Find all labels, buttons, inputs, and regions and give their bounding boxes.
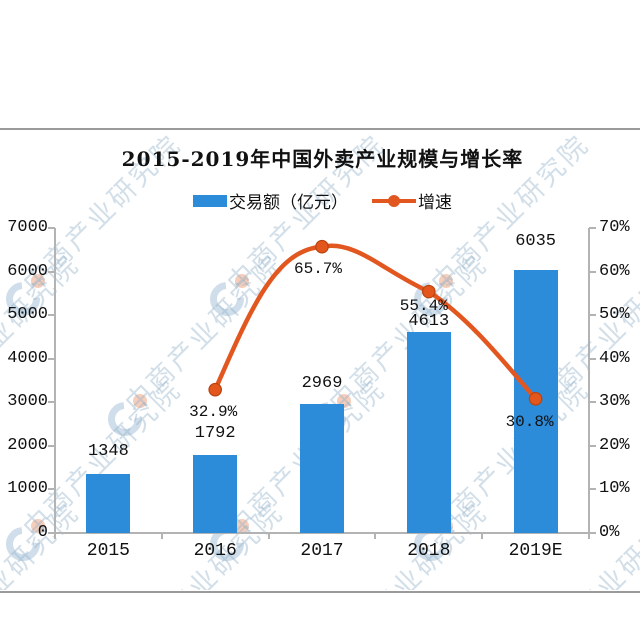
x-tick-label: 2017: [300, 541, 344, 561]
x-tick: [588, 533, 590, 539]
x-tick-label: 2019E: [508, 541, 563, 561]
chart-legend: 交易额（亿元） 增速: [0, 188, 640, 213]
legend-item-bar: 交易额（亿元）: [193, 188, 348, 213]
y-axis-label-right: 50%: [599, 305, 630, 325]
bar-value-label: 4613: [408, 312, 450, 331]
legend-item-line: 增速: [372, 188, 452, 213]
y-tick-left: [48, 227, 55, 229]
y-axis-label-left: 4000: [7, 348, 48, 368]
bar-series-swatch-icon: [193, 194, 227, 207]
y-tick-left: [48, 401, 55, 404]
watermark-logo-dot-icon: [31, 274, 45, 288]
y-axis-label-left: 6000: [7, 261, 48, 281]
y-axis-label-left: 7000: [7, 218, 48, 237]
chart-title: 2015-2019年中国外卖产业规模与增长率: [121, 147, 524, 171]
y-tick-left: [48, 488, 55, 491]
x-tick-label: 2016: [193, 541, 237, 561]
y-tick-right: [589, 401, 596, 404]
watermark-logo-dot-icon: [133, 394, 147, 408]
bar: [406, 332, 451, 533]
bar: [300, 403, 344, 533]
y-axis-label-left: 5000: [7, 305, 48, 325]
y-axis-label-left: 3000: [7, 392, 48, 412]
y-axis-label-right: 70%: [599, 218, 630, 237]
growth-rate-label: 65.7%: [293, 259, 342, 278]
line-marker-dot-icon: [388, 194, 400, 207]
top-divider: [0, 128, 640, 130]
trend-marker: [315, 239, 329, 254]
y-tick-right: [589, 444, 596, 447]
growth-rate-label: 55.4%: [399, 296, 448, 315]
bar-value-label: 2969: [301, 373, 343, 393]
y-tick-left: [48, 270, 55, 273]
y-axis-label-left: 1000: [7, 479, 48, 499]
x-tick: [160, 533, 163, 539]
y-tick-left: [48, 357, 55, 360]
bottom-divider: [0, 591, 640, 593]
y-axis-label-right: 10%: [599, 479, 630, 499]
y-tick-left: [48, 444, 55, 447]
y-tick-right: [589, 314, 596, 317]
y-axis-label-right: 60%: [599, 261, 630, 281]
x-tick: [374, 533, 377, 539]
y-axis-label-right: 20%: [599, 435, 630, 455]
bar: [513, 270, 558, 533]
growth-rate-label: 32.9%: [189, 402, 238, 421]
y-axis-label-left: 2000: [7, 435, 48, 455]
y-axis-left: [54, 228, 56, 533]
trend-marker: [208, 382, 222, 397]
y-axis-label-right: 30%: [599, 392, 630, 412]
x-tick: [267, 533, 270, 539]
y-axis-label-right: 40%: [599, 348, 630, 368]
y-axis-right: [588, 228, 590, 533]
line-series-swatch-icon: [372, 194, 416, 207]
x-tick-label: 2018: [407, 541, 451, 561]
x-tick: [481, 533, 484, 539]
y-tick-left: [48, 314, 55, 317]
watermark-logo-dot-icon: [31, 519, 45, 533]
bar-value-label: 6035: [515, 232, 556, 252]
legend-label-line: 增速: [418, 193, 452, 212]
y-tick-left: [48, 532, 55, 534]
y-tick-right: [589, 227, 596, 229]
y-axis-label-right: 0%: [599, 523, 620, 542]
watermark-logo-dot-icon: [235, 519, 249, 533]
y-tick-right: [589, 532, 596, 534]
growth-rate-label: 30.8%: [505, 412, 554, 431]
y-tick-right: [589, 488, 596, 491]
y-tick-right: [589, 270, 596, 273]
trend-line: [213, 243, 538, 401]
bar: [86, 474, 131, 533]
x-axis-baseline: [54, 532, 590, 534]
legend-label-bar: 交易额（亿元）: [229, 193, 348, 212]
y-tick-right: [589, 357, 596, 360]
bar-value-label: 1792: [194, 423, 236, 443]
x-tick: [54, 533, 56, 539]
x-tick-label: 2015: [86, 541, 130, 561]
bar-value-label: 1348: [87, 442, 129, 462]
y-axis-label-left: 0: [37, 523, 48, 542]
bar: [193, 454, 238, 533]
